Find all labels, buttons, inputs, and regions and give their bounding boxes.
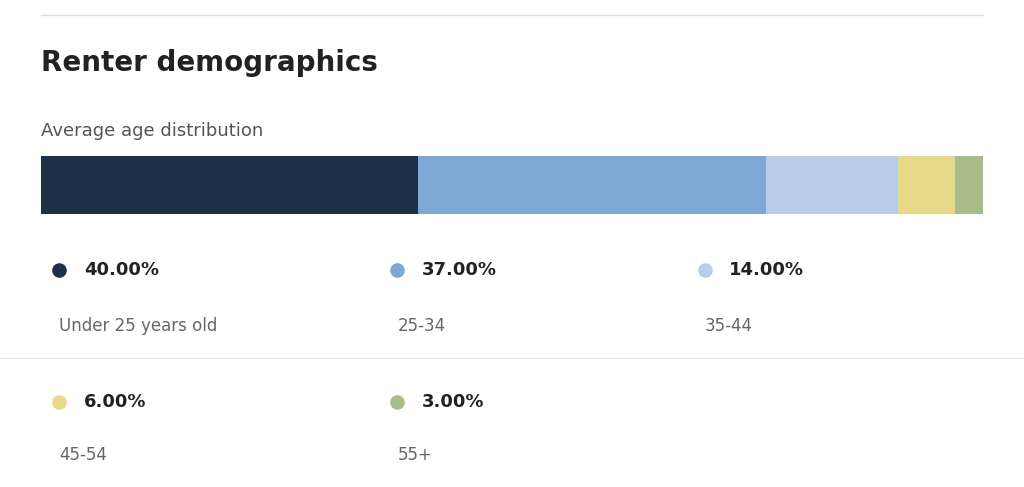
Text: 45-54: 45-54 — [59, 447, 108, 464]
Point — [696, 266, 713, 274]
Point — [389, 398, 406, 406]
Text: 40.00%: 40.00% — [84, 262, 159, 279]
Point — [51, 266, 68, 274]
Text: 25-34: 25-34 — [397, 318, 445, 335]
Text: Renter demographics: Renter demographics — [41, 49, 378, 76]
Text: 14.00%: 14.00% — [729, 262, 804, 279]
Text: 35-44: 35-44 — [705, 318, 753, 335]
FancyBboxPatch shape — [418, 156, 766, 214]
Text: 6.00%: 6.00% — [84, 393, 146, 411]
Text: 37.00%: 37.00% — [422, 262, 497, 279]
Point — [389, 266, 406, 274]
Text: 3.00%: 3.00% — [422, 393, 484, 411]
FancyBboxPatch shape — [766, 156, 898, 214]
FancyBboxPatch shape — [898, 156, 954, 214]
Point — [51, 398, 68, 406]
FancyBboxPatch shape — [41, 156, 418, 214]
Text: 55+: 55+ — [397, 447, 432, 464]
Text: Average age distribution: Average age distribution — [41, 122, 263, 140]
FancyBboxPatch shape — [954, 156, 983, 214]
Text: Under 25 years old: Under 25 years old — [59, 318, 218, 335]
